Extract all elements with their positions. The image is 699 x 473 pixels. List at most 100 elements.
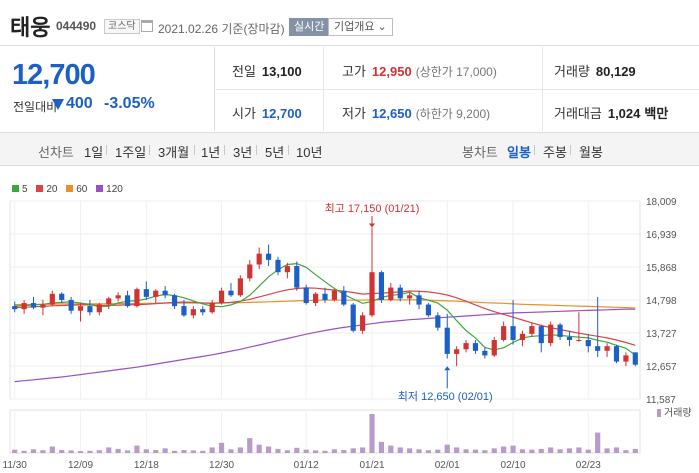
candle-body bbox=[472, 343, 479, 351]
stat-value: 12,950 bbox=[371, 64, 412, 79]
candle-body bbox=[284, 266, 290, 273]
candle-body bbox=[247, 264, 253, 279]
stat-label: 시가 bbox=[232, 106, 256, 121]
period-monthly[interactable]: 월봉 bbox=[579, 145, 603, 160]
candle-body bbox=[491, 340, 497, 356]
stat-high: 고가 12,950 (상한가 17,000) bbox=[342, 61, 497, 80]
volume-bar bbox=[350, 448, 356, 453]
candle-body bbox=[256, 253, 262, 265]
stat-label: 저가 bbox=[342, 106, 366, 121]
period-1d[interactable]: 1일 bbox=[84, 145, 104, 160]
volume-bar bbox=[200, 450, 206, 453]
period-3y[interactable]: 3년 bbox=[233, 145, 253, 160]
candle-body bbox=[425, 304, 432, 316]
candle-body bbox=[378, 272, 385, 300]
candle-body bbox=[153, 290, 159, 297]
candle-body bbox=[444, 327, 450, 354]
volume-bar bbox=[153, 450, 159, 453]
high-annotation-label: 최고 17,150 (01/21) bbox=[325, 202, 420, 215]
company-overview-label: 기업개요 bbox=[334, 21, 375, 33]
stats-grid: 전일 13,100 고가 12,950 (상한가 17,000) 거래량 80,129 … bbox=[216, 47, 699, 131]
volume-bar bbox=[425, 450, 432, 453]
candle-body bbox=[510, 326, 516, 341]
company-overview-button[interactable]: 기업개요 ⌄ bbox=[328, 18, 393, 36]
x-tick-label: 12/09 bbox=[68, 460, 93, 471]
y-tick-label: 11,587 bbox=[646, 395, 676, 406]
volume-bar bbox=[77, 451, 84, 453]
volume-bar bbox=[134, 445, 140, 453]
volume-bar bbox=[416, 449, 422, 453]
y-tick-label: 12,657 bbox=[646, 362, 677, 373]
candle-body bbox=[501, 326, 507, 341]
volume-bar bbox=[218, 442, 225, 453]
legend-ma120: 120 bbox=[96, 184, 123, 195]
y-tick-label: 18,009 bbox=[646, 197, 677, 208]
realtime-button[interactable]: 실시간 bbox=[289, 18, 330, 36]
period-weekly[interactable]: 주봉 bbox=[543, 145, 567, 160]
candle-body bbox=[613, 346, 620, 362]
base-date: 2021.02.26 기준(장마감) bbox=[158, 22, 285, 36]
divider bbox=[149, 145, 150, 155]
candle-body bbox=[59, 293, 65, 300]
period-5y[interactable]: 5년 bbox=[265, 145, 285, 160]
volume-bar bbox=[313, 450, 319, 453]
stat-prev-close: 전일 13,100 bbox=[232, 61, 302, 80]
volume-bar bbox=[472, 449, 479, 453]
stat-sub: (상한가 17,000) bbox=[415, 65, 497, 79]
x-tick-label: 01/21 bbox=[359, 460, 384, 471]
candle-body bbox=[275, 259, 281, 273]
candle-chart-label[interactable]: 봉차트 bbox=[462, 145, 498, 160]
period-1y[interactable]: 1년 bbox=[201, 145, 221, 160]
candle-body bbox=[115, 295, 121, 299]
volume-bar bbox=[623, 450, 629, 453]
volume-bar bbox=[444, 444, 450, 453]
stat-low: 저가 12,650 (하한가 9,200) bbox=[342, 103, 490, 122]
volume-bar bbox=[162, 448, 168, 453]
candle-body bbox=[585, 340, 591, 347]
line-chart-label[interactable]: 선차트 bbox=[38, 145, 74, 160]
column-divider bbox=[323, 47, 324, 131]
candle-body bbox=[350, 304, 356, 331]
candle-body bbox=[265, 253, 272, 260]
volume-bar bbox=[284, 450, 290, 453]
price-chart[interactable]: 5 20 60 120 18,009 16,939 15,868 14,798 13,7… bbox=[0, 178, 699, 473]
candle-body bbox=[388, 287, 394, 300]
period-1w[interactable]: 1주일 bbox=[115, 145, 147, 160]
volume-bar bbox=[181, 450, 187, 453]
candle-body bbox=[218, 290, 225, 304]
stock-code: 044490 bbox=[56, 19, 97, 33]
candle-body bbox=[416, 295, 422, 305]
stat-value: 13,100 bbox=[261, 64, 302, 79]
low-annotation-label: 최저 12,650 (02/01) bbox=[398, 390, 493, 403]
current-price: 12,700 bbox=[12, 59, 96, 91]
period-daily[interactable]: 일봉 bbox=[507, 145, 531, 160]
candle-body bbox=[538, 326, 544, 344]
volume-bar bbox=[171, 450, 178, 453]
volume-bar bbox=[247, 438, 253, 453]
stat-volume: 거래량 80,129 bbox=[554, 61, 636, 80]
candle-body bbox=[68, 299, 74, 311]
high-annotation-arrow bbox=[369, 223, 376, 228]
volume-bar bbox=[190, 450, 196, 453]
divider bbox=[570, 145, 571, 155]
candle-body bbox=[209, 303, 215, 313]
candle-body bbox=[341, 290, 347, 305]
x-tick-label: 12/18 bbox=[134, 460, 159, 471]
volume-bar bbox=[303, 449, 309, 453]
volume-bar bbox=[632, 448, 638, 453]
stat-value: 12,700 bbox=[261, 106, 302, 121]
volume-bar bbox=[228, 449, 234, 453]
candle-body bbox=[303, 287, 309, 304]
period-3m[interactable]: 3개월 bbox=[158, 145, 190, 160]
period-10y[interactable]: 10년 bbox=[296, 145, 323, 160]
candle-body bbox=[12, 306, 18, 310]
chart-canvas: 18,009 16,939 15,868 14,798 13,727 12,657 11,5… bbox=[3, 197, 692, 471]
divider bbox=[194, 145, 195, 155]
stock-name: 태웅 bbox=[10, 15, 51, 40]
candle-body bbox=[557, 324, 563, 337]
volume-bar bbox=[454, 447, 460, 453]
volume-bar bbox=[96, 450, 102, 453]
legend-ma20: 20 bbox=[36, 184, 57, 195]
calendar-icon bbox=[141, 20, 153, 32]
volume-bar bbox=[585, 449, 591, 453]
